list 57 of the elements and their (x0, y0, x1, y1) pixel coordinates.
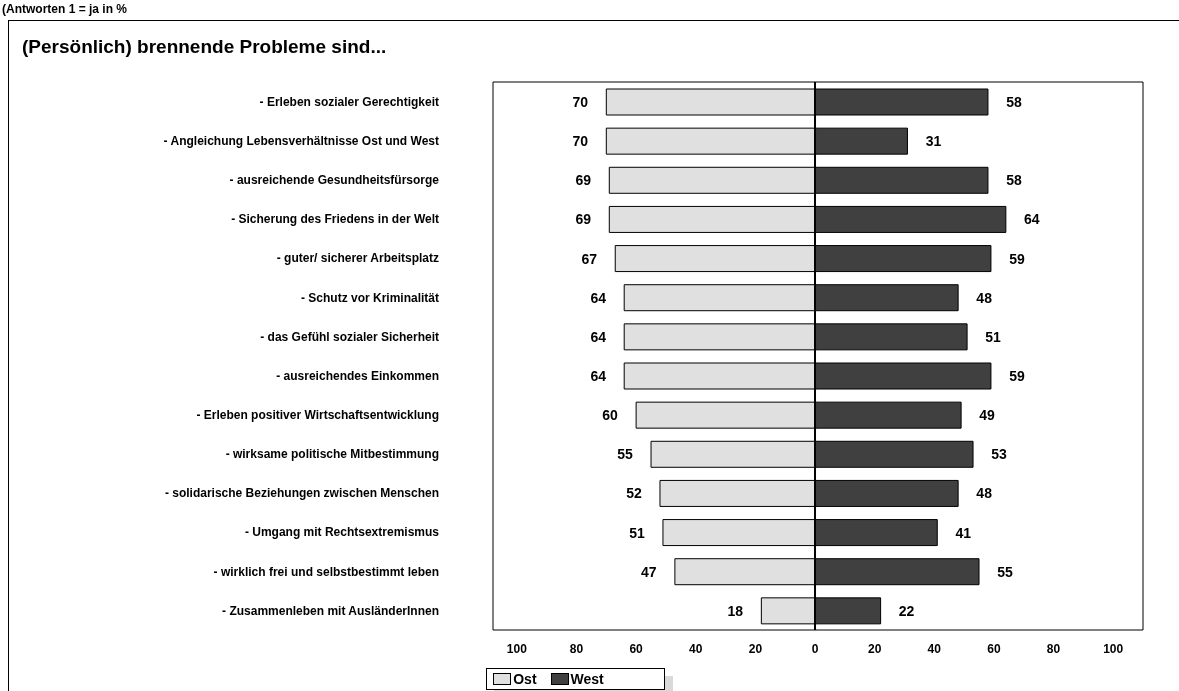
y-tick-label: - ausreichende Gesundheitsfürsorge (229, 173, 440, 188)
data-label: 67 (581, 250, 598, 267)
x-tick-label: 40 (927, 641, 942, 656)
data-label: 52 (626, 485, 642, 502)
text: (Persönlich) brennende Probleme sind... (22, 36, 387, 58)
x-tick-label: 80 (1046, 641, 1061, 656)
legend-label: Ost (512, 671, 537, 687)
data-label: 64 (590, 289, 607, 306)
data-label: 31 (925, 133, 942, 150)
y-tick-label: - Umgang mit Rechtsextremismus (244, 525, 440, 540)
x-tick-label: 20 (748, 641, 763, 656)
data-label: 58 (1006, 94, 1022, 110)
y-tick-label: - wirksame politische Mitbestimmung (225, 447, 439, 462)
data-label: 59 (1009, 368, 1025, 384)
x-tick-label: 40 (689, 641, 703, 656)
data-label: 58 (1006, 172, 1022, 189)
x-tick-label: 60 (987, 641, 1001, 656)
y-tick-label: - Angleichung Lebensverhältnisse Ost und West (163, 133, 439, 148)
data-label: 51 (629, 524, 645, 541)
y-tick-label: - Erleben sozialer Gerechtigkeit (259, 94, 439, 109)
data-label: 69 (575, 172, 592, 189)
y-tick-label: - wirklich frei und selbstbestimmt leben (213, 564, 439, 579)
data-label: 64 (590, 328, 607, 345)
x-tick-label: 20 (867, 641, 882, 656)
data-label: 49 (979, 407, 996, 424)
data-label: 53 (991, 446, 1008, 463)
y-tick-label: - Zusammenleben mit AusländerInnen (222, 603, 439, 618)
text: (Antworten 1 = ja in % (2, 2, 128, 16)
data-label: 59 (1009, 250, 1025, 267)
data-label: 70 (572, 94, 589, 110)
data-label: 48 (976, 485, 993, 502)
x-tick-label: 0 (811, 641, 819, 656)
data-label: 64 (1024, 211, 1040, 228)
data-label: 69 (575, 211, 592, 228)
x-tick-label: 60 (629, 641, 644, 656)
y-tick-label: - guter/ sicherer Arbeitsplatz (276, 251, 439, 266)
data-label: 55 (997, 563, 1014, 580)
data-label: 55 (617, 446, 634, 463)
data-label: 70 (572, 133, 589, 150)
data-label: 47 (641, 563, 657, 580)
data-label: 18 (727, 602, 744, 619)
y-tick-label: - ausreichendes Einkommen (276, 368, 439, 383)
y-tick-label: - das Gefühl sozialer Sicherheit (260, 329, 439, 344)
data-label: 51 (985, 328, 1002, 345)
data-label: 60 (602, 407, 619, 424)
y-tick-label: - solidarische Beziehungen zwischen Menschen (164, 486, 439, 501)
y-tick-label: - Sicherung des Friedens in der Welt (231, 212, 439, 227)
y-tick-label: - Erleben positiver Wirtschaftsentwicklung (196, 407, 439, 422)
data-label: 64 (590, 368, 607, 384)
x-tick-label: 80 (569, 641, 584, 656)
x-tick-label: 100 (1103, 641, 1124, 656)
data-label: 48 (976, 289, 993, 306)
data-label: 22 (898, 602, 915, 619)
y-tick-label: - Schutz vor Kriminalität (300, 290, 439, 305)
x-tick-label: 100 (506, 641, 528, 656)
legend-label: West (569, 671, 604, 687)
data-label: 41 (955, 524, 972, 541)
